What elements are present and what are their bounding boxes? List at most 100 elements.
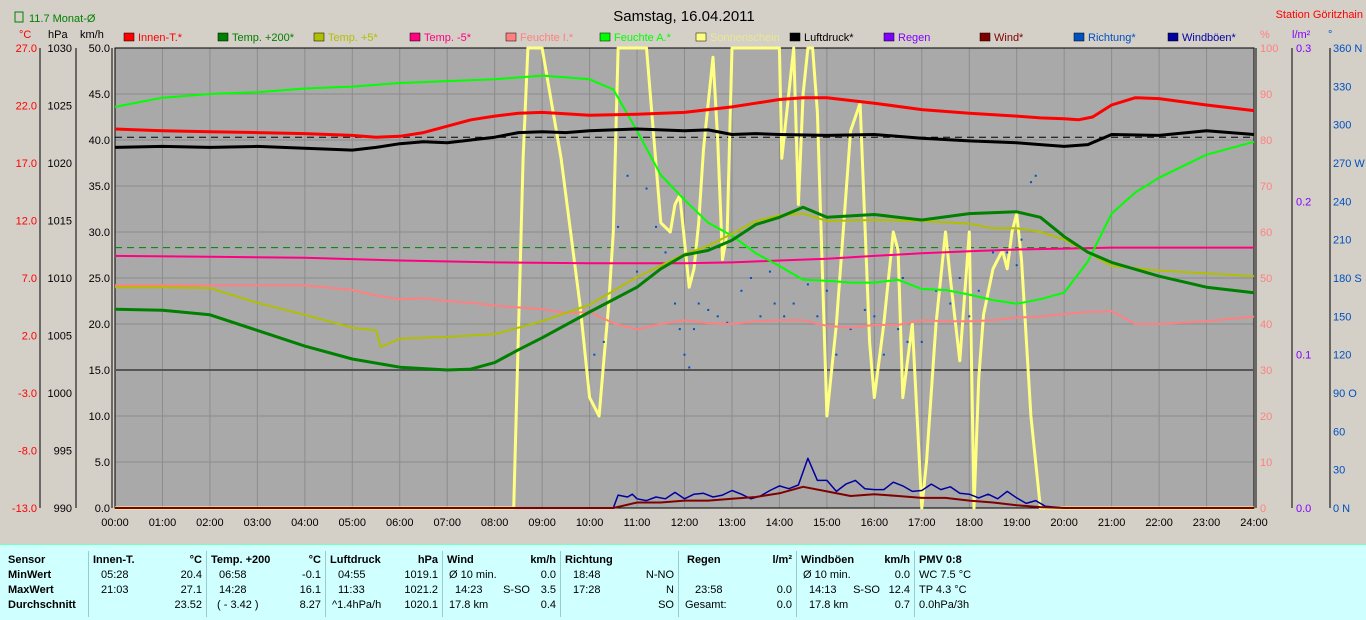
direction-point <box>707 308 710 311</box>
stats-pmv-pressure-trend: 0.0hPa/3h <box>919 599 970 611</box>
stats-col-temp200: Temp. +200 °C 06:58 -0.1 14:28 16.1 ( - 3.4… <box>206 551 325 617</box>
rain-tick-label: 0.1 <box>1296 350 1311 362</box>
legend-swatch <box>313 32 325 42</box>
direction-tick-label: 0 N <box>1333 503 1350 515</box>
pressure-tick-label: 1030 <box>48 43 72 55</box>
time-tick-label: 15:00 <box>813 517 841 529</box>
time-tick-label: 01:00 <box>149 517 177 529</box>
legend-item: Temp. +200* <box>217 32 295 44</box>
direction-tick-label: 30 <box>1333 465 1345 477</box>
pressure-tick-label: 1025 <box>48 101 72 113</box>
stats-wind-min-value: 0.0 <box>540 569 556 581</box>
legend-label: Richtung* <box>1088 32 1136 44</box>
speed-tick-label: 5.0 <box>95 457 110 469</box>
unit-pressure: hPa <box>48 29 68 41</box>
direction-tick-label: 330 <box>1333 81 1351 93</box>
temp-tick-label: 22.0 <box>16 101 37 113</box>
stats-temp200-min-time: 06:58 <box>219 569 247 581</box>
direction-point <box>688 366 691 369</box>
direction-point <box>958 277 961 279</box>
stats-luftdruck-avg-value: 1020.1 <box>404 599 438 611</box>
legend-swatch <box>883 32 895 42</box>
legend-item: Temp. -5* <box>409 32 472 44</box>
direction-point <box>792 302 795 305</box>
stats-luftdruck-min-value: 1019.1 <box>404 569 438 581</box>
temp-tick-label: -13.0 <box>12 503 37 515</box>
direction-tick-label: 240 <box>1333 196 1351 208</box>
monthly-avg-label: 11.7 Monat-Ø <box>29 13 96 25</box>
stats-luftdruck-max-time: 11:33 <box>338 584 365 596</box>
legend-item: Feuchte A.* <box>599 32 672 44</box>
direction-point <box>897 328 900 331</box>
legend-item: Innen-T.* <box>123 32 183 44</box>
chart-title: Samstag, 16.04.2011 <box>613 8 755 25</box>
stats-regen-max-value: 0.0 <box>776 584 792 596</box>
station-name: Station Göritzhain <box>1276 9 1363 21</box>
direction-point <box>740 289 743 292</box>
time-tick-label: 13:00 <box>718 517 746 529</box>
percent-tick-label: 10 <box>1260 457 1272 469</box>
stats-wind-title: Wind <box>447 554 474 566</box>
stats-temp200-avg-note: ( - 3.42 ) <box>217 599 259 611</box>
stats-pmv-windchill: WC 7.5 °C <box>919 569 972 581</box>
direction-point <box>626 174 629 177</box>
direction-point <box>773 302 776 305</box>
direction-point <box>749 277 752 279</box>
percent-tick-label: 60 <box>1260 227 1272 239</box>
time-tick-label: 20:00 <box>1050 517 1078 529</box>
direction-point <box>935 289 938 292</box>
direction-point <box>873 315 876 318</box>
stats-temp200-avg-value: 8.27 <box>299 599 321 611</box>
direction-point <box>683 353 686 356</box>
stats-regen-total-value: 0.0 <box>776 599 792 611</box>
time-tick-label: 07:00 <box>433 517 461 529</box>
percent-tick-label: 100 <box>1260 43 1278 55</box>
legend-swatch <box>599 32 611 42</box>
time-tick-label: 21:00 <box>1098 517 1126 529</box>
stats-temp200-max-value: 16.1 <box>299 584 321 596</box>
time-tick-label: 06:00 <box>386 517 414 529</box>
temp-tick-label: -8.0 <box>18 446 37 458</box>
stats-col-innen: Innen-T. °C 05:28 20.4 21:03 27.1 23.52 <box>88 551 206 617</box>
direction-point <box>716 315 719 318</box>
direction-point <box>636 270 639 273</box>
series-temp-200-line <box>114 205 1255 372</box>
direction-point <box>835 353 838 356</box>
monthly-avg-indicator: 11.7 Monat-Ø <box>14 11 96 25</box>
legend-item: Windböen* <box>1167 32 1237 44</box>
direction-point <box>759 315 762 318</box>
stats-col-windboeen: Windböen km/h Ø 10 min. 0.0 14:13 S-SO 12.4 … <box>796 551 914 617</box>
temp-tick-label: 12.0 <box>16 216 37 228</box>
direction-point <box>692 328 695 331</box>
percent-tick-label: 50 <box>1260 273 1272 285</box>
stats-wind-max-time: 14:23 <box>455 584 483 596</box>
direction-point <box>726 321 729 324</box>
series-innen-t-line <box>114 96 1255 139</box>
direction-point <box>806 283 809 286</box>
plot-border <box>114 47 1255 509</box>
temp-tick-label: 27.0 <box>16 43 37 55</box>
series-luftdruck-line <box>114 127 1255 152</box>
stats-col-sensor: Sensor MinWert MaxWert Durchschnitt <box>4 551 88 617</box>
time-tick-label: 08:00 <box>481 517 509 529</box>
stats-row-max-label: MaxWert <box>8 584 54 596</box>
temp-tick-label: 17.0 <box>16 158 37 170</box>
time-tick-label: 03:00 <box>244 517 272 529</box>
direction-tick-label: 120 <box>1333 350 1351 362</box>
stats-col-wind: Wind km/h Ø 10 min. 0.0 14:23 S-SO 3.5 17.8 … <box>442 551 560 617</box>
speed-tick-label: 45.0 <box>89 89 110 101</box>
legend-label: Windböen* <box>1182 32 1237 44</box>
axes-layer: 27.022.017.012.07.02.0-3.0-8.0-13.010301… <box>12 43 1365 529</box>
direction-point <box>977 289 980 292</box>
stats-temp200-min-value: -0.1 <box>302 569 321 581</box>
stats-windboeen-avg-value: 0.7 <box>894 599 910 611</box>
stats-row-avg-label: Durchschnitt <box>8 599 76 611</box>
unit-speed: km/h <box>80 29 104 41</box>
series-sonnenschein-line <box>115 46 1254 510</box>
direction-point <box>816 315 819 318</box>
direction-tick-label: 90 O <box>1333 388 1357 400</box>
stats-regen-max-time: 23:58 <box>695 584 723 596</box>
direction-point <box>968 315 971 318</box>
stats-temp200-title: Temp. +200 <box>211 554 271 566</box>
speed-tick-label: 0.0 <box>95 503 110 515</box>
